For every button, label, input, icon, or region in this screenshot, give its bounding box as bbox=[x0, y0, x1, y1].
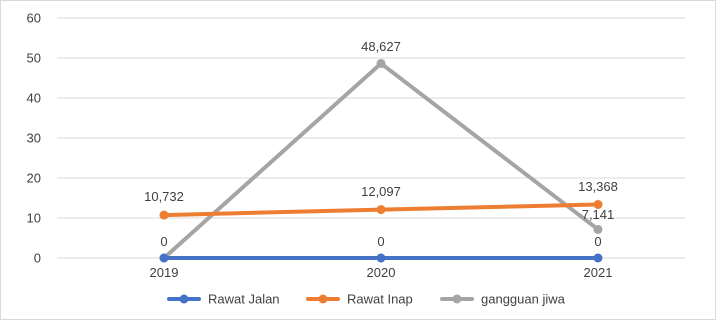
y-tick-label: 30 bbox=[27, 131, 41, 146]
data-label: 12,097 bbox=[361, 184, 401, 199]
legend-item-gangguan-jiwa: gangguan jiwa bbox=[440, 292, 566, 307]
y-tick-label: 60 bbox=[27, 11, 41, 26]
legend-swatch-marker bbox=[318, 294, 328, 304]
legend: Rawat Jalan Rawat Inap gangguan jiwa bbox=[167, 292, 566, 307]
data-label: 10,732 bbox=[144, 189, 184, 204]
legend-label: Rawat Jalan bbox=[208, 292, 280, 307]
legend-swatch-marker bbox=[452, 294, 462, 304]
data-point bbox=[376, 253, 386, 263]
series-line-gangguan-jiwa bbox=[162, 61, 600, 260]
y-tick-label: 10 bbox=[27, 211, 41, 226]
data-labels: 0 0 0 10,732 12,097 13,368 48,627 7,141 bbox=[144, 39, 618, 249]
y-tick-label: 50 bbox=[27, 51, 41, 66]
x-tick-label: 2020 bbox=[367, 265, 396, 280]
legend-swatch-marker bbox=[179, 294, 189, 304]
legend-label: Rawat Inap bbox=[347, 292, 413, 307]
data-point bbox=[159, 210, 169, 220]
y-tick-label: 20 bbox=[27, 171, 41, 186]
data-label: 0 bbox=[594, 234, 601, 249]
data-label: 13,368 bbox=[578, 179, 618, 194]
legend-item-rawat-inap: Rawat Inap bbox=[306, 292, 413, 307]
legend-item-rawat-jalan: Rawat Jalan bbox=[167, 292, 280, 307]
data-point bbox=[376, 58, 386, 68]
y-tick-label: 40 bbox=[27, 91, 41, 106]
data-label: 7,141 bbox=[582, 207, 615, 222]
data-point bbox=[593, 253, 603, 263]
y-tick-label: 0 bbox=[34, 251, 41, 266]
legend-label: gangguan jiwa bbox=[481, 292, 566, 307]
data-point bbox=[159, 253, 169, 263]
data-label: 0 bbox=[160, 234, 167, 249]
x-tick-label: 2021 bbox=[584, 265, 613, 280]
data-label: 0 bbox=[377, 234, 384, 249]
series-lines bbox=[159, 58, 603, 263]
data-point bbox=[376, 205, 386, 215]
data-point bbox=[593, 224, 603, 234]
data-label: 48,627 bbox=[361, 39, 401, 54]
x-tick-label: 2019 bbox=[150, 265, 179, 280]
axes: 0 10 20 30 40 50 60 2019 2020 2021 bbox=[27, 11, 685, 280]
data-point bbox=[593, 200, 603, 210]
